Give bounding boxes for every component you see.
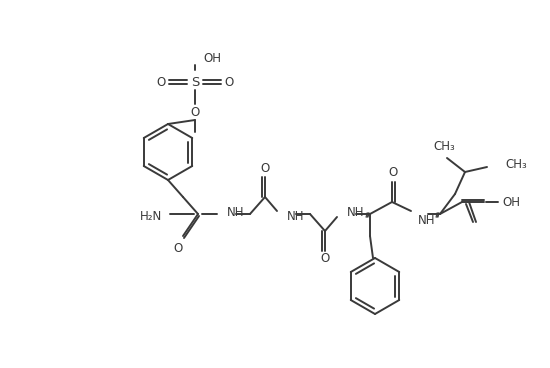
Text: OH: OH <box>502 195 520 209</box>
Text: CH₃: CH₃ <box>505 159 527 171</box>
Text: H₂N: H₂N <box>140 209 162 223</box>
Text: O: O <box>156 75 166 88</box>
Text: OH: OH <box>203 52 221 64</box>
Text: NH: NH <box>347 205 365 219</box>
Text: O: O <box>224 75 234 88</box>
Text: NH: NH <box>418 213 436 226</box>
Text: NH: NH <box>287 209 305 223</box>
Text: CH₃: CH₃ <box>433 139 455 152</box>
Text: O: O <box>260 163 270 176</box>
Text: S: S <box>191 75 199 88</box>
Text: O: O <box>173 243 183 255</box>
Text: O: O <box>388 166 398 178</box>
Text: NH: NH <box>227 205 245 219</box>
Text: O: O <box>320 252 329 265</box>
Text: O: O <box>190 106 200 118</box>
